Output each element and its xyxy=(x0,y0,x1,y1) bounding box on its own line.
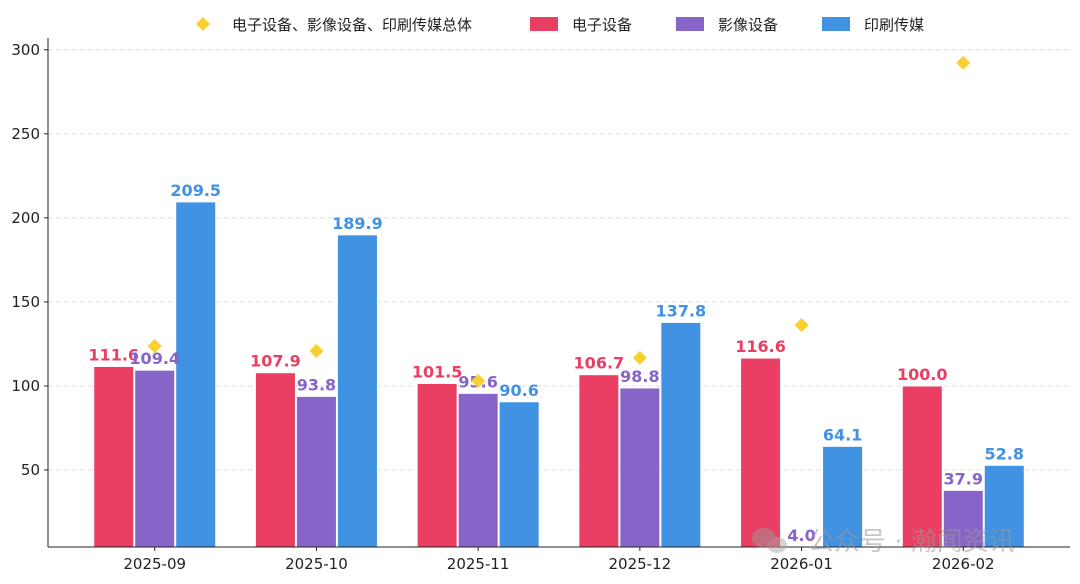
data-label: 101.5 xyxy=(412,362,463,381)
x-tick-label: 2025-09 xyxy=(123,555,186,573)
data-label: 109.4 xyxy=(129,349,180,368)
bar-影像设备 xyxy=(619,387,661,548)
data-label: 106.7 xyxy=(574,354,625,373)
grid-lines xyxy=(48,49,1070,471)
legend-item: 电子设备 xyxy=(572,16,632,34)
x-tick-label: 2025-12 xyxy=(609,555,672,573)
data-label: 100.0 xyxy=(897,365,948,384)
total-diamond-marker xyxy=(471,373,486,388)
data-label: 107.9 xyxy=(250,352,301,371)
legend-swatch xyxy=(822,17,850,31)
legend-swatch xyxy=(676,17,704,31)
total-markers xyxy=(147,55,971,388)
data-label: 90.6 xyxy=(499,381,538,400)
x-tick-label: 2026-01 xyxy=(770,555,833,573)
bar-印刷传媒 xyxy=(175,201,217,548)
wechat-icon xyxy=(752,528,787,553)
legend-item: 印刷传媒 xyxy=(864,16,924,34)
bar-影像设备 xyxy=(134,369,176,548)
x-tick-label: 2025-10 xyxy=(285,555,348,573)
data-label: 209.5 xyxy=(170,181,221,200)
legend-item: 电子设备、影像设备、印刷传媒总体 xyxy=(232,16,472,34)
bar-印刷传媒 xyxy=(660,321,702,548)
total-diamond-marker xyxy=(794,317,809,332)
y-tick-label: 100 xyxy=(11,377,40,395)
legend-swatch xyxy=(530,17,558,31)
bar-电子设备 xyxy=(901,385,943,548)
y-tick-label: 50 xyxy=(21,461,40,479)
axes: 50 100 150 200 250 300 2025-09 2025-10 2025-11 20… xyxy=(11,38,1070,573)
data-labels: 111.6 107.9 101.5 106.7 116.6 100.0 109.4 93.8 9… xyxy=(88,181,1024,545)
y-tick-label: 250 xyxy=(11,125,40,143)
total-diamond-marker xyxy=(632,350,647,365)
bar-影像设备 xyxy=(942,489,984,548)
data-label: 116.6 xyxy=(735,337,786,356)
data-label: 4.0 xyxy=(787,526,815,545)
bar-印刷传媒 xyxy=(983,464,1025,548)
bar-电子设备 xyxy=(93,365,135,548)
bar-电子设备 xyxy=(254,372,296,548)
data-label: 37.9 xyxy=(944,469,983,488)
data-label: 64.1 xyxy=(823,425,862,444)
legend-item: 影像设备 xyxy=(718,16,778,34)
data-label: 137.8 xyxy=(656,301,707,320)
total-diamond-marker xyxy=(147,338,162,353)
bar-电子设备 xyxy=(578,374,620,548)
data-label: 93.8 xyxy=(297,375,336,394)
bar-印刷传媒 xyxy=(336,234,378,548)
data-label: 111.6 xyxy=(88,345,139,364)
bar-印刷传媒 xyxy=(498,401,540,548)
data-label: 189.9 xyxy=(332,214,383,233)
legend: 电子设备、影像设备、印刷传媒总体 电子设备 影像设备 印刷传媒 xyxy=(196,16,924,34)
bar-影像设备 xyxy=(295,395,337,548)
legend-diamond-icon xyxy=(196,17,210,31)
data-label: 52.8 xyxy=(985,444,1024,463)
y-tick-label: 300 xyxy=(11,41,40,59)
bar-影像设备 xyxy=(457,392,499,548)
y-tick-label: 200 xyxy=(11,209,40,227)
bars xyxy=(93,201,1025,548)
data-label: 98.8 xyxy=(620,367,659,386)
bar-电子设备 xyxy=(416,382,458,548)
watermark: 公众号 · 瀚闻资讯 xyxy=(808,527,1015,557)
bar-电子设备 xyxy=(740,357,782,548)
x-tick-label: 2026-02 xyxy=(932,555,995,573)
total-diamond-marker xyxy=(309,343,324,358)
total-diamond-marker xyxy=(956,55,971,70)
y-tick-label: 150 xyxy=(11,293,40,311)
x-tick-label: 2025-11 xyxy=(447,555,510,573)
